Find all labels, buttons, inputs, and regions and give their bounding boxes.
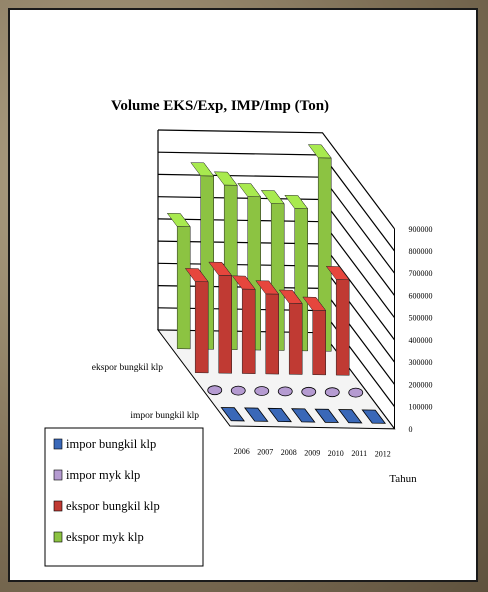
bar-marker bbox=[361, 409, 387, 424]
y-tick-label: 300000 bbox=[409, 358, 433, 367]
bar bbox=[166, 212, 191, 350]
bar-front bbox=[265, 293, 279, 375]
bar-front bbox=[241, 288, 256, 374]
bar bbox=[267, 407, 293, 423]
bar-front bbox=[312, 309, 326, 376]
gridline bbox=[157, 129, 395, 230]
chart-panel: Volume EKS/Exp, IMP/Imp (Ton) 0 100000 200… bbox=[10, 10, 476, 580]
y-axis-ticks: 0 100000 200000 300000 400000 500000 600000 700… bbox=[409, 225, 433, 434]
bar bbox=[324, 387, 340, 398]
bar-top bbox=[325, 266, 350, 281]
legend-swatch bbox=[53, 438, 63, 450]
legend-swatch bbox=[53, 469, 63, 481]
y-tick-label: 600000 bbox=[409, 291, 433, 300]
legend-label: impor myk klp bbox=[66, 468, 140, 482]
x-tick-label: 2010 bbox=[328, 449, 344, 458]
bar bbox=[255, 280, 280, 375]
y-tick-label: 400000 bbox=[409, 336, 433, 345]
bar-top bbox=[284, 195, 309, 209]
bar-marker bbox=[301, 386, 317, 397]
y-tick-label: 0 bbox=[409, 425, 413, 434]
depth-label: impor bungkil klp bbox=[130, 411, 199, 421]
bar-top bbox=[166, 213, 191, 227]
bar bbox=[301, 386, 317, 397]
bar-marker bbox=[254, 386, 270, 396]
bar-front bbox=[176, 226, 191, 350]
y-tick-label: 700000 bbox=[409, 269, 433, 278]
bar bbox=[314, 408, 340, 423]
x-tick-label: 2008 bbox=[281, 448, 297, 457]
bar bbox=[220, 407, 246, 422]
bar bbox=[302, 296, 327, 376]
y-tick-label: 500000 bbox=[409, 314, 433, 323]
bar-front bbox=[194, 281, 209, 374]
bar bbox=[277, 386, 293, 397]
x-axis-label: Tahun bbox=[389, 473, 417, 485]
bar-marker bbox=[314, 408, 340, 423]
legend: impor bungkil klp impor myk klp ekspor bun… bbox=[44, 427, 204, 567]
bar bbox=[207, 385, 223, 396]
x-tick-label: 2011 bbox=[351, 449, 367, 458]
bar-marker bbox=[277, 386, 293, 397]
bar-chart-3d: Volume EKS/Exp, IMP/Imp (Ton) 0 100000 200… bbox=[44, 98, 433, 567]
bar bbox=[307, 144, 332, 353]
bar-top bbox=[307, 144, 332, 159]
x-axis-ticks: 2006 2007 2008 2009 2010 2011 2012 bbox=[234, 447, 391, 458]
bar-marker bbox=[348, 387, 364, 398]
y-tick-label: 800000 bbox=[409, 247, 433, 256]
bar bbox=[348, 387, 364, 398]
y-tick-label: 200000 bbox=[409, 380, 433, 389]
bar-top bbox=[208, 261, 233, 276]
bar-top bbox=[213, 171, 238, 186]
legend-swatch bbox=[53, 531, 63, 543]
bar-top bbox=[190, 162, 215, 177]
bar bbox=[231, 275, 256, 375]
bar-top bbox=[231, 275, 256, 290]
bar-marker bbox=[220, 407, 246, 422]
bar-front bbox=[218, 275, 232, 374]
bar-marker bbox=[290, 408, 316, 423]
bar bbox=[325, 265, 350, 377]
legend-label: ekspor myk klp bbox=[66, 530, 144, 544]
depth-axis-labels: ekspor bungkil klp impor bungkil klp bbox=[92, 363, 199, 421]
legend-box bbox=[44, 427, 204, 567]
bar-marker bbox=[230, 385, 246, 396]
y-tick-label: 100000 bbox=[409, 403, 433, 412]
x-tick-label: 2009 bbox=[304, 448, 320, 457]
bar-front bbox=[288, 302, 303, 375]
bar-top bbox=[255, 280, 280, 295]
bar-marker bbox=[267, 407, 293, 423]
bar-front bbox=[335, 279, 350, 376]
bar-marker bbox=[337, 409, 363, 424]
y-tick-label: 900000 bbox=[409, 225, 433, 234]
bar bbox=[254, 386, 270, 396]
legend-swatch bbox=[53, 500, 63, 512]
bar-top bbox=[237, 183, 262, 198]
x-tick-label: 2006 bbox=[234, 447, 250, 456]
bar bbox=[230, 385, 246, 396]
bar-top bbox=[302, 296, 327, 311]
x-tick-label: 2012 bbox=[375, 450, 391, 459]
chart-title: Volume EKS/Exp, IMP/Imp (Ton) bbox=[111, 98, 329, 114]
legend-label: impor bungkil klp bbox=[66, 437, 156, 451]
bar bbox=[243, 407, 269, 422]
bar-marker bbox=[207, 385, 223, 396]
bar-marker bbox=[243, 407, 269, 422]
bar-top bbox=[184, 268, 209, 283]
bar bbox=[361, 409, 387, 424]
x-tick-label: 2007 bbox=[257, 448, 273, 457]
bar bbox=[208, 261, 233, 375]
bar bbox=[278, 289, 303, 376]
legend-label: ekspor bungkil klp bbox=[66, 499, 160, 513]
bar bbox=[184, 267, 209, 374]
bar-marker bbox=[324, 387, 340, 398]
bar bbox=[290, 408, 316, 423]
bars bbox=[166, 144, 387, 424]
depth-label: ekspor bungkil klp bbox=[92, 363, 163, 373]
bar-top bbox=[278, 289, 303, 304]
bar-top bbox=[260, 190, 285, 205]
bar bbox=[337, 409, 363, 424]
